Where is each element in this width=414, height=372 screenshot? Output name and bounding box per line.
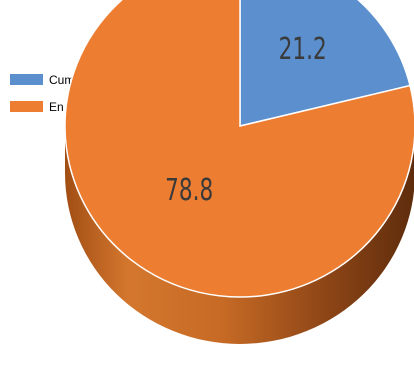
legend-label-1: En (49, 100, 64, 114)
legend-swatch-1 (10, 101, 43, 112)
pie-side-wall (65, 126, 414, 344)
legend-swatch-0 (10, 74, 43, 85)
data-label-en: 78.8 (165, 174, 213, 208)
pie-slices (64, 0, 414, 298)
pie-slice-en (64, 0, 414, 298)
data-label-cum: 21.2 (279, 33, 327, 67)
pie-slice-cum (239, 0, 411, 127)
legend-label-0: Cum (49, 73, 74, 87)
